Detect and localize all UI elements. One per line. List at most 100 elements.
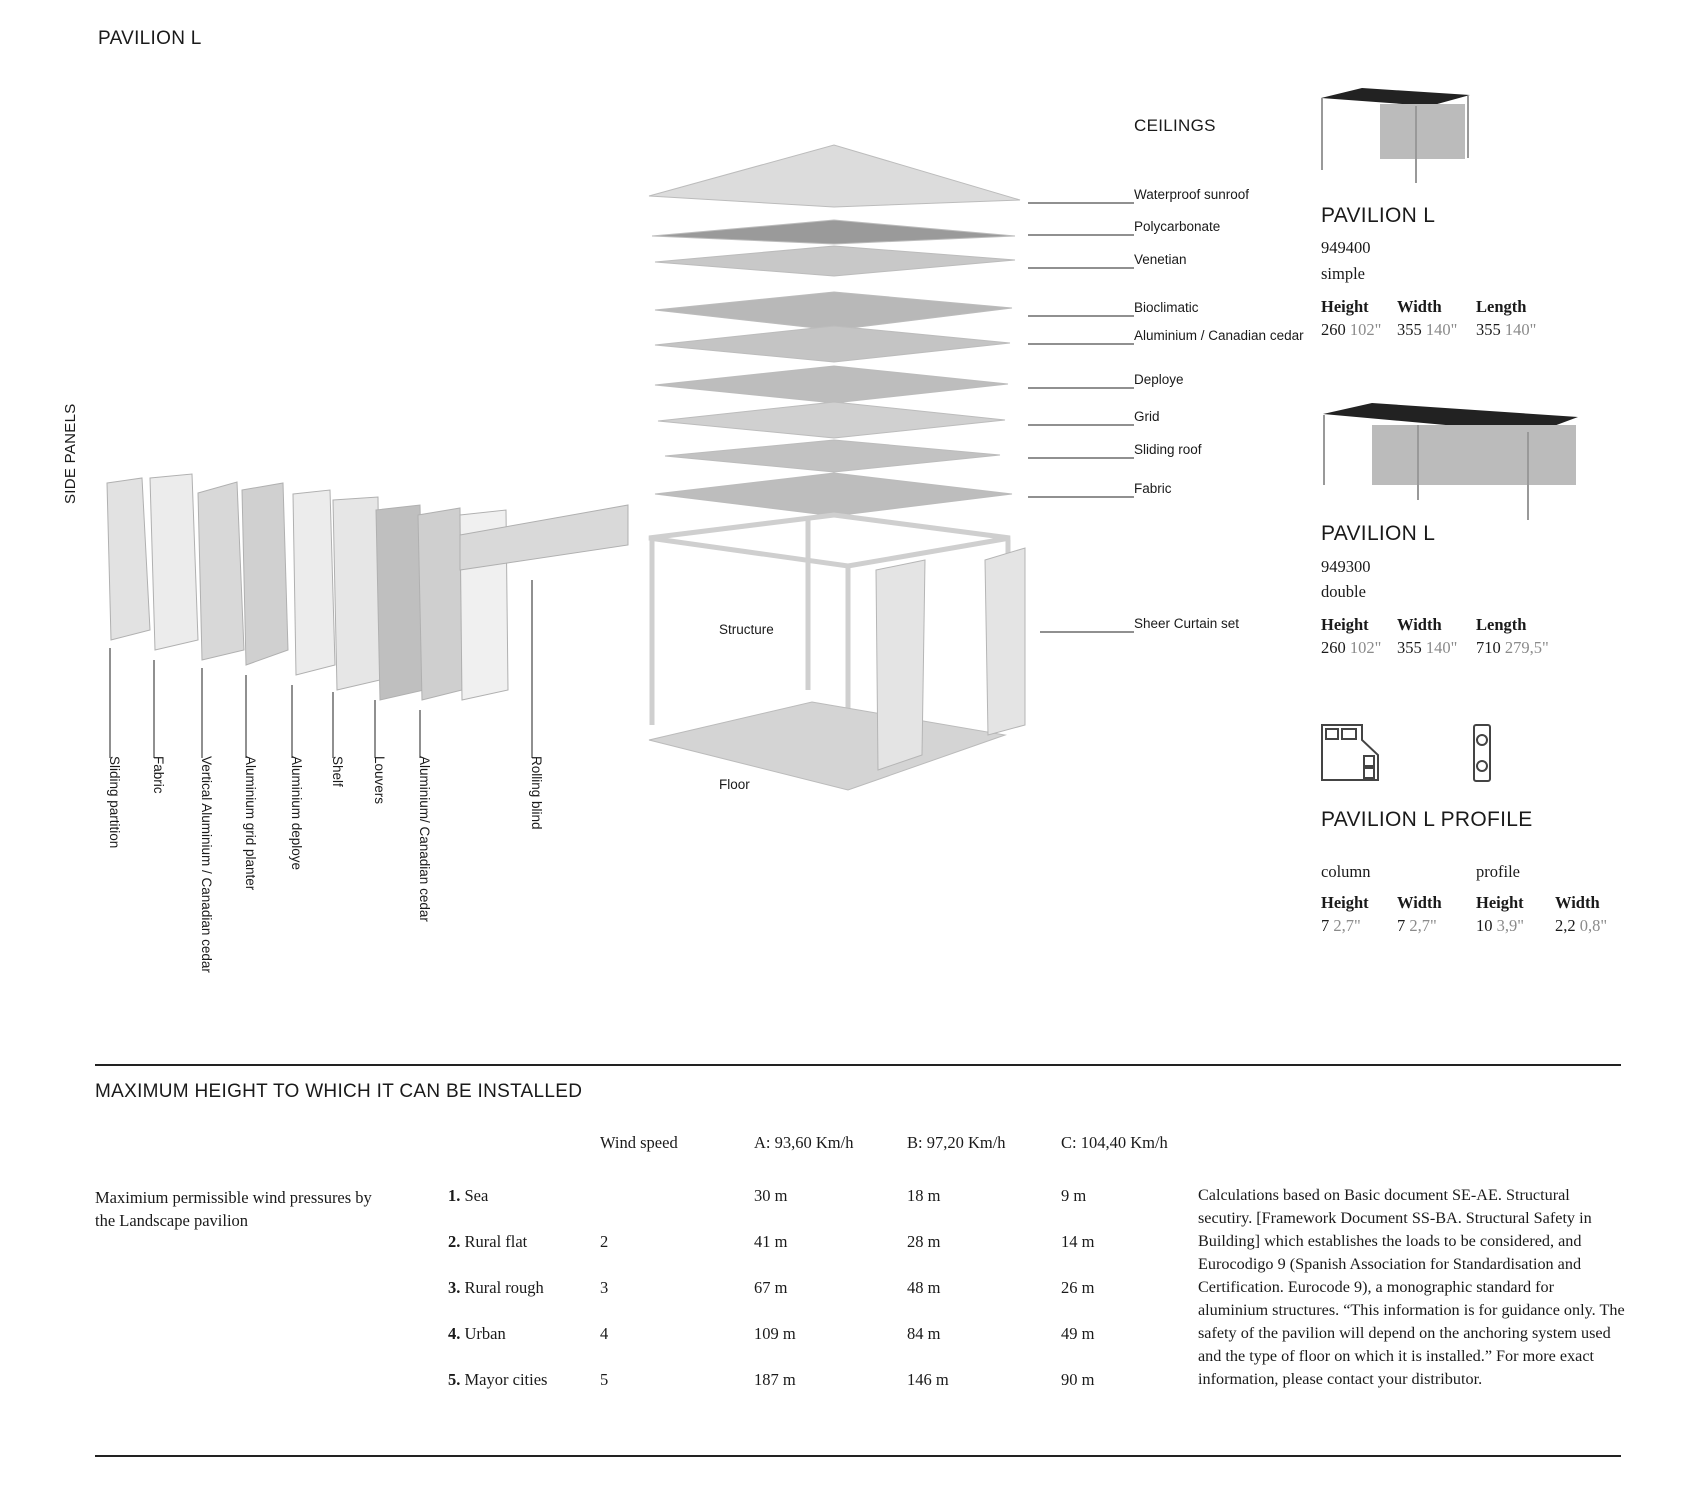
- sunroof-layer: [648, 144, 1021, 208]
- dim-in: 140": [1504, 320, 1537, 339]
- dim-in: 140": [1425, 638, 1458, 657]
- zone-label: 3. Rural rough: [448, 1278, 544, 1298]
- profile-section-icon: [1473, 724, 1491, 782]
- ceiling-label: Venetian: [1134, 252, 1187, 267]
- side-panel-label: Aluminium grid planter: [243, 756, 258, 891]
- max-height-title: MAXIMUM HEIGHT TO WHICH IT CAN BE INSTAL…: [95, 1081, 583, 1102]
- ceiling-label: Deploye: [1134, 372, 1184, 387]
- grid-layer: [657, 401, 1006, 439]
- dim-in: 0,8": [1579, 916, 1608, 935]
- table-cell: 90 m: [1061, 1370, 1095, 1389]
- table-description: Maximium permissible wind pressures by t…: [95, 1188, 372, 1230]
- table-cell: 28 m: [907, 1232, 941, 1251]
- pavilion-simple-thumbnail: [1321, 88, 1470, 183]
- side-panel-label: Aluminium/ Canadian cedar: [417, 756, 432, 922]
- zone-name: Urban: [464, 1324, 506, 1343]
- product-type: simple: [1321, 264, 1365, 283]
- zone-label: 5. Mayor cities: [448, 1370, 547, 1390]
- dim-cm: 355: [1397, 638, 1422, 657]
- table-cell: 146 m: [907, 1370, 949, 1389]
- ceiling-label: Sliding roof: [1134, 442, 1202, 457]
- cedar-layer: [654, 325, 1011, 363]
- profile-title: PAVILION L PROFILE: [1321, 808, 1533, 831]
- side-panel-label: Vertical Aluminium / Canadian cedar: [199, 756, 214, 973]
- zone-number: 5.: [448, 1370, 461, 1389]
- dim-label: Length: [1476, 297, 1527, 316]
- zone-label: 2. Rural flat: [448, 1232, 527, 1252]
- side-panel-stack: [106, 473, 629, 701]
- dim-in: 102": [1349, 638, 1382, 657]
- table-cell: 30 m: [754, 1186, 788, 1205]
- zone-label: 1. Sea: [448, 1186, 488, 1206]
- dim-label: Height: [1476, 893, 1524, 912]
- ceiling-label: Aluminium / Canadian cedar: [1134, 328, 1304, 343]
- dim-cm: 710: [1476, 638, 1501, 657]
- product-type: double: [1321, 582, 1366, 601]
- polycarbonate-layer: [651, 219, 1016, 245]
- dim-label: Height: [1321, 893, 1369, 912]
- sliding-roof-layer: [664, 439, 1001, 473]
- side-panel-label: Sliding partition: [107, 756, 122, 849]
- side-panel-label: Rolling blind: [529, 756, 544, 830]
- side-leaders: [109, 580, 533, 758]
- profile-label: profile: [1476, 862, 1520, 881]
- column-header: B: 97,20 Km/h: [907, 1133, 1006, 1152]
- side-panels-heading: SIDE PANELS: [62, 403, 79, 504]
- floor-label: Floor: [719, 777, 750, 792]
- exploded-diagram: [106, 88, 1578, 791]
- zone-number: 3.: [448, 1278, 461, 1297]
- side-panel-label: Fabric: [151, 756, 166, 794]
- curtains: [875, 547, 1026, 771]
- sheer-curtain-label: Sheer Curtain set: [1134, 616, 1240, 631]
- dim-cm: 260: [1321, 638, 1346, 657]
- table-cell: 3: [600, 1278, 609, 1297]
- table-cell: 187 m: [754, 1370, 796, 1389]
- dim-in: 140": [1425, 320, 1458, 339]
- dim-cm: 355: [1476, 320, 1501, 339]
- zone-label: 4. Urban: [448, 1324, 506, 1344]
- zone-name: Mayor cities: [464, 1370, 548, 1389]
- dim-label: Height: [1321, 615, 1369, 634]
- ceiling-leaders: [1028, 202, 1134, 633]
- side-panel-label: Shelf: [330, 756, 345, 787]
- floor-plate: [648, 701, 1007, 791]
- dim-cm: 7: [1397, 916, 1406, 935]
- column-profile-icon: [1321, 724, 1379, 781]
- table-cell: 26 m: [1061, 1278, 1095, 1297]
- column-header: Wind speed: [600, 1133, 678, 1152]
- column-label: column: [1321, 862, 1371, 881]
- table-cell: 14 m: [1061, 1232, 1095, 1251]
- dim-cm: 2,2: [1555, 916, 1576, 935]
- calculation-note: Calculations based on Basic document SE-…: [1198, 1186, 1625, 1388]
- fabric-layer: [654, 472, 1013, 517]
- dim-in: 102": [1349, 320, 1382, 339]
- side-panel-label: Aluminium deploye: [289, 756, 304, 871]
- column-header: C: 104,40 Km/h: [1061, 1133, 1168, 1152]
- zone-name: Rural rough: [464, 1278, 544, 1297]
- ceiling-layers: [648, 144, 1021, 517]
- table-cell: 48 m: [907, 1278, 941, 1297]
- side-panel-label: Louvers: [372, 756, 387, 805]
- zone-number: 4.: [448, 1324, 461, 1343]
- zone-number: 2.: [448, 1232, 461, 1251]
- dim-in: 2,7": [1333, 916, 1361, 935]
- table-cell: 5: [600, 1370, 609, 1389]
- product-code: 949400: [1321, 238, 1371, 257]
- pavilion-double-thumbnail: [1323, 403, 1578, 520]
- divider-top: [95, 1064, 1621, 1066]
- table-cell: 49 m: [1061, 1324, 1095, 1343]
- bioclimatic-layer: [654, 291, 1013, 331]
- table-cell: 84 m: [907, 1324, 941, 1343]
- venetian-layer: [654, 245, 1016, 277]
- table-cell: 18 m: [907, 1186, 941, 1205]
- dim-label: Width: [1397, 297, 1442, 316]
- zone-name: Rural flat: [464, 1232, 528, 1251]
- dim-cm: 7: [1321, 916, 1330, 935]
- dim-cm: 355: [1397, 320, 1422, 339]
- page-title: PAVILION L: [98, 28, 202, 49]
- product-name: PAVILION L: [1321, 204, 1436, 227]
- ceiling-label: Bioclimatic: [1134, 300, 1199, 315]
- table-cell: 109 m: [754, 1324, 796, 1343]
- deploye-layer: [654, 365, 1009, 404]
- ceiling-label: Grid: [1134, 409, 1160, 424]
